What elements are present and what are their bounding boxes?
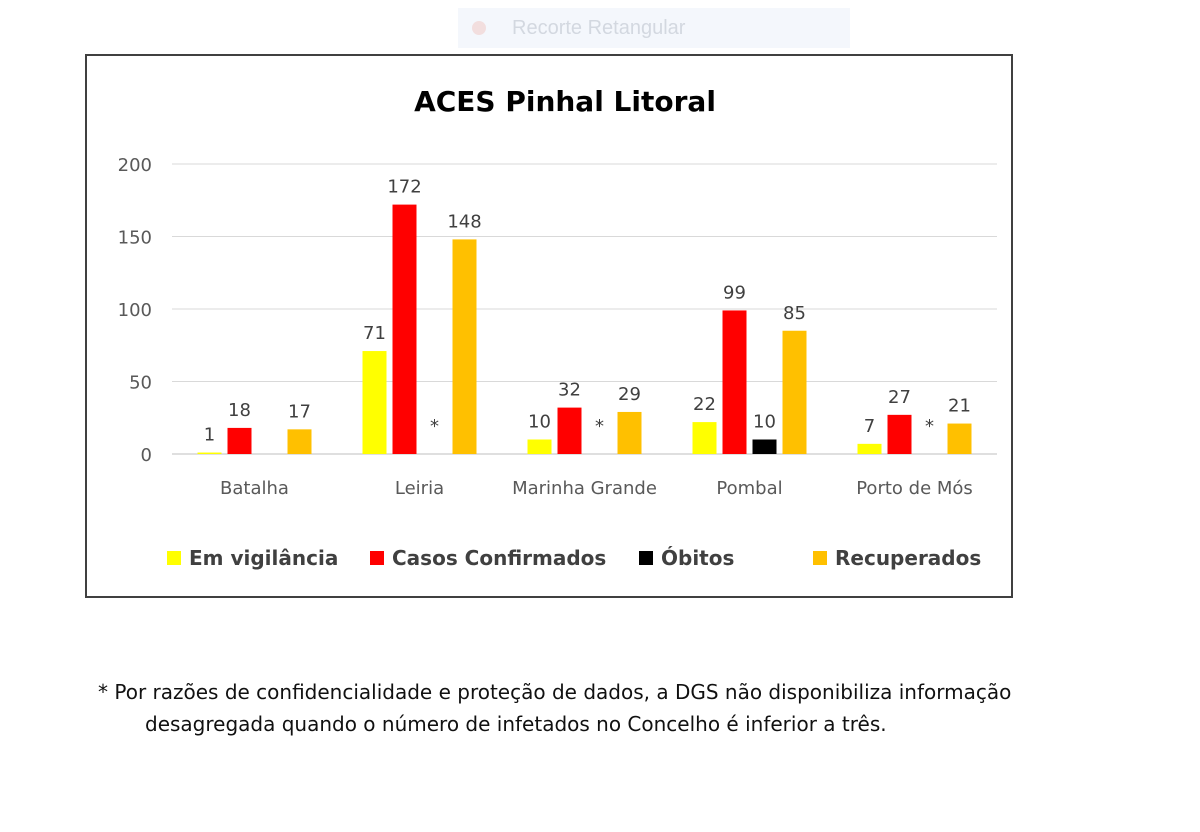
data-label: 10: [528, 412, 551, 433]
y-tick-label: 0: [141, 445, 152, 466]
data-label: 18: [228, 400, 251, 421]
data-label: 7: [864, 416, 875, 437]
data-label: 85: [783, 303, 806, 324]
legend-swatch: [370, 551, 384, 565]
legend-label: Óbitos: [661, 546, 734, 570]
y-tick-label: 100: [118, 300, 152, 321]
bar: [722, 310, 747, 454]
x-tick-label: Leiria: [395, 478, 444, 499]
data-label: 99: [723, 282, 746, 303]
bar: [452, 239, 477, 454]
record-dot-icon[interactable]: [472, 21, 486, 35]
x-tick-label: Marinha Grande: [512, 478, 657, 499]
bars: 1 18 17 71 172 * 148 10 32 * 29 22 99 10 85 7 27 * 21: [197, 177, 972, 454]
bar: [617, 411, 642, 454]
data-label: 32: [558, 380, 581, 401]
data-label: 17: [288, 401, 311, 422]
y-tick-label: 150: [118, 228, 152, 249]
bar: [557, 407, 582, 454]
suppressed-marker: *: [595, 416, 604, 437]
bar: [362, 351, 387, 454]
snip-toolbar[interactable]: Recorte Retangular: [458, 8, 850, 48]
y-tick-label: 50: [129, 373, 152, 394]
bar: [857, 443, 882, 454]
chart-title: ACES Pinhal Litoral: [414, 85, 716, 118]
bar: [887, 414, 912, 454]
bar: [782, 330, 807, 454]
footnote-line-2: desagregada quando o número de infetados…: [145, 712, 887, 736]
legend-swatch: [639, 551, 653, 565]
data-label: 1: [204, 425, 215, 446]
bar: [947, 423, 972, 454]
y-tick-label: 200: [118, 155, 152, 176]
bar: [227, 427, 252, 454]
data-label: 21: [948, 396, 971, 417]
x-tick-label: Porto de Mós: [856, 478, 973, 499]
footnote: * Por razões de confidencialidade e prot…: [98, 676, 1178, 740]
bar: [392, 204, 417, 454]
y-axis: 0 50 100 150 200: [118, 155, 152, 466]
snip-mode-label[interactable]: Recorte Retangular: [512, 16, 686, 39]
legend-swatch: [167, 551, 181, 565]
data-label: 172: [387, 177, 421, 198]
footnote-line-1: * Por razões de confidencialidade e prot…: [98, 680, 1012, 704]
bar: [692, 422, 717, 454]
legend-swatch: [813, 551, 827, 565]
bar: [287, 429, 312, 454]
legend: Em vigilância Casos Confirmados Óbitos Recu…: [167, 546, 981, 570]
suppressed-marker: *: [925, 416, 934, 437]
bar: [197, 452, 222, 454]
suppressed-marker: *: [430, 416, 439, 437]
x-tick-label: Pombal: [716, 478, 782, 499]
data-label: 29: [618, 384, 641, 405]
data-label: 27: [888, 387, 911, 408]
x-tick-label: Batalha: [220, 478, 289, 499]
bar: [527, 439, 552, 454]
data-label: 148: [447, 211, 481, 232]
bar: [752, 439, 777, 454]
legend-label: Em vigilância: [189, 546, 338, 570]
data-label: 71: [363, 323, 386, 344]
legend-label: Casos Confirmados: [392, 546, 606, 570]
legend-label: Recuperados: [835, 546, 981, 570]
data-label: 22: [693, 394, 716, 415]
data-label: 10: [753, 412, 776, 433]
chart-frame: ACES Pinhal Litoral 0 50 100 150 200 1 18 17 71…: [85, 54, 1013, 598]
x-axis: Batalha Leiria Marinha Grande Pombal Porto d…: [220, 478, 973, 499]
